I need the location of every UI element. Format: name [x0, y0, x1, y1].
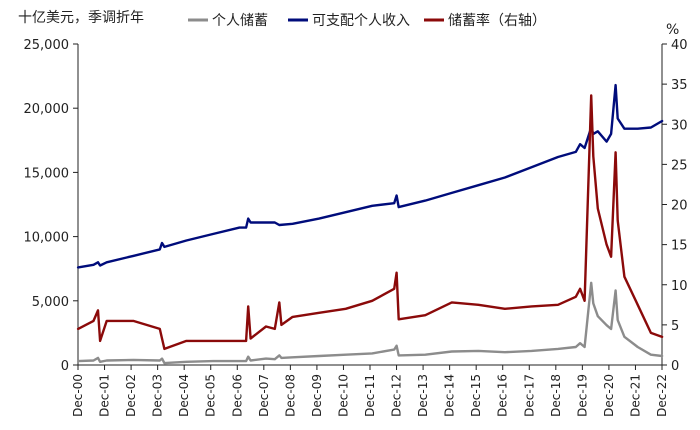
series-layer: [76, 83, 664, 365]
x-tick-label: Dec-18: [549, 374, 563, 417]
legend-label: 储蓄率（右轴）: [448, 12, 546, 29]
x-tick-label: Dec-17: [522, 374, 536, 417]
series-line: [76, 94, 664, 351]
x-tick-label: Dec-14: [443, 374, 457, 417]
x-tick-label: Dec-02: [124, 374, 138, 417]
x-tick-label: Dec-03: [151, 374, 165, 417]
right-axis-label: %: [666, 22, 679, 38]
x-tick-label: Dec-09: [310, 374, 324, 417]
right-tick-label: 30: [671, 118, 688, 133]
right-tick-label: 0: [671, 359, 679, 374]
x-tick-label: Dec-07: [257, 374, 271, 417]
left-tick-label: 0: [61, 359, 69, 374]
left-tick-label: 5,000: [32, 295, 69, 310]
x-tick-label: Dec-20: [602, 374, 616, 417]
axes: 0 5,000 10,000 15,000 20,000 25,000 0 5 10 15 20 25…: [24, 38, 688, 417]
x-tick-label: Dec-19: [575, 374, 589, 417]
left-tick-label: 20,000: [24, 102, 70, 117]
x-tick-label: Dec-10: [336, 374, 350, 417]
series-line: [76, 83, 664, 269]
right-tick-label: 25: [671, 158, 688, 173]
left-tick-label: 10,000: [24, 231, 70, 246]
x-tick-label: Dec-21: [628, 374, 642, 417]
x-tick-label: Dec-12: [390, 374, 404, 417]
x-tick-label: Dec-16: [496, 374, 510, 417]
right-tick-label: 35: [671, 78, 688, 93]
left-axis-label: 十亿美元，季调折年: [18, 10, 144, 26]
legend-label: 个人储蓄: [212, 13, 268, 29]
x-tick-label: Dec-05: [204, 374, 218, 417]
right-tick-label: 5: [671, 319, 679, 334]
x-tick-label: Dec-00: [71, 374, 85, 417]
left-tick-label: 25,000: [24, 38, 70, 53]
right-tick-label: 10: [671, 279, 688, 294]
x-tick-label: Dec-13: [416, 374, 430, 417]
x-tick-label: Dec-22: [655, 374, 669, 417]
x-tick-label: Dec-11: [363, 374, 377, 417]
right-tick-label: 20: [671, 199, 688, 214]
legend: 个人储蓄 可支配个人收入 储蓄率（右轴）: [188, 12, 546, 29]
left-tick-label: 15,000: [24, 166, 70, 181]
legend-label: 可支配个人收入: [312, 13, 410, 29]
x-tick-label: Dec-06: [230, 374, 244, 417]
x-tick-label: Dec-04: [177, 374, 191, 417]
right-tick-label: 40: [671, 38, 688, 53]
x-tick-label: Dec-08: [283, 374, 297, 417]
x-tick-label: Dec-01: [98, 374, 112, 417]
x-tick-label: Dec-15: [469, 374, 483, 417]
right-tick-label: 15: [671, 239, 688, 254]
series-line: [76, 281, 664, 365]
